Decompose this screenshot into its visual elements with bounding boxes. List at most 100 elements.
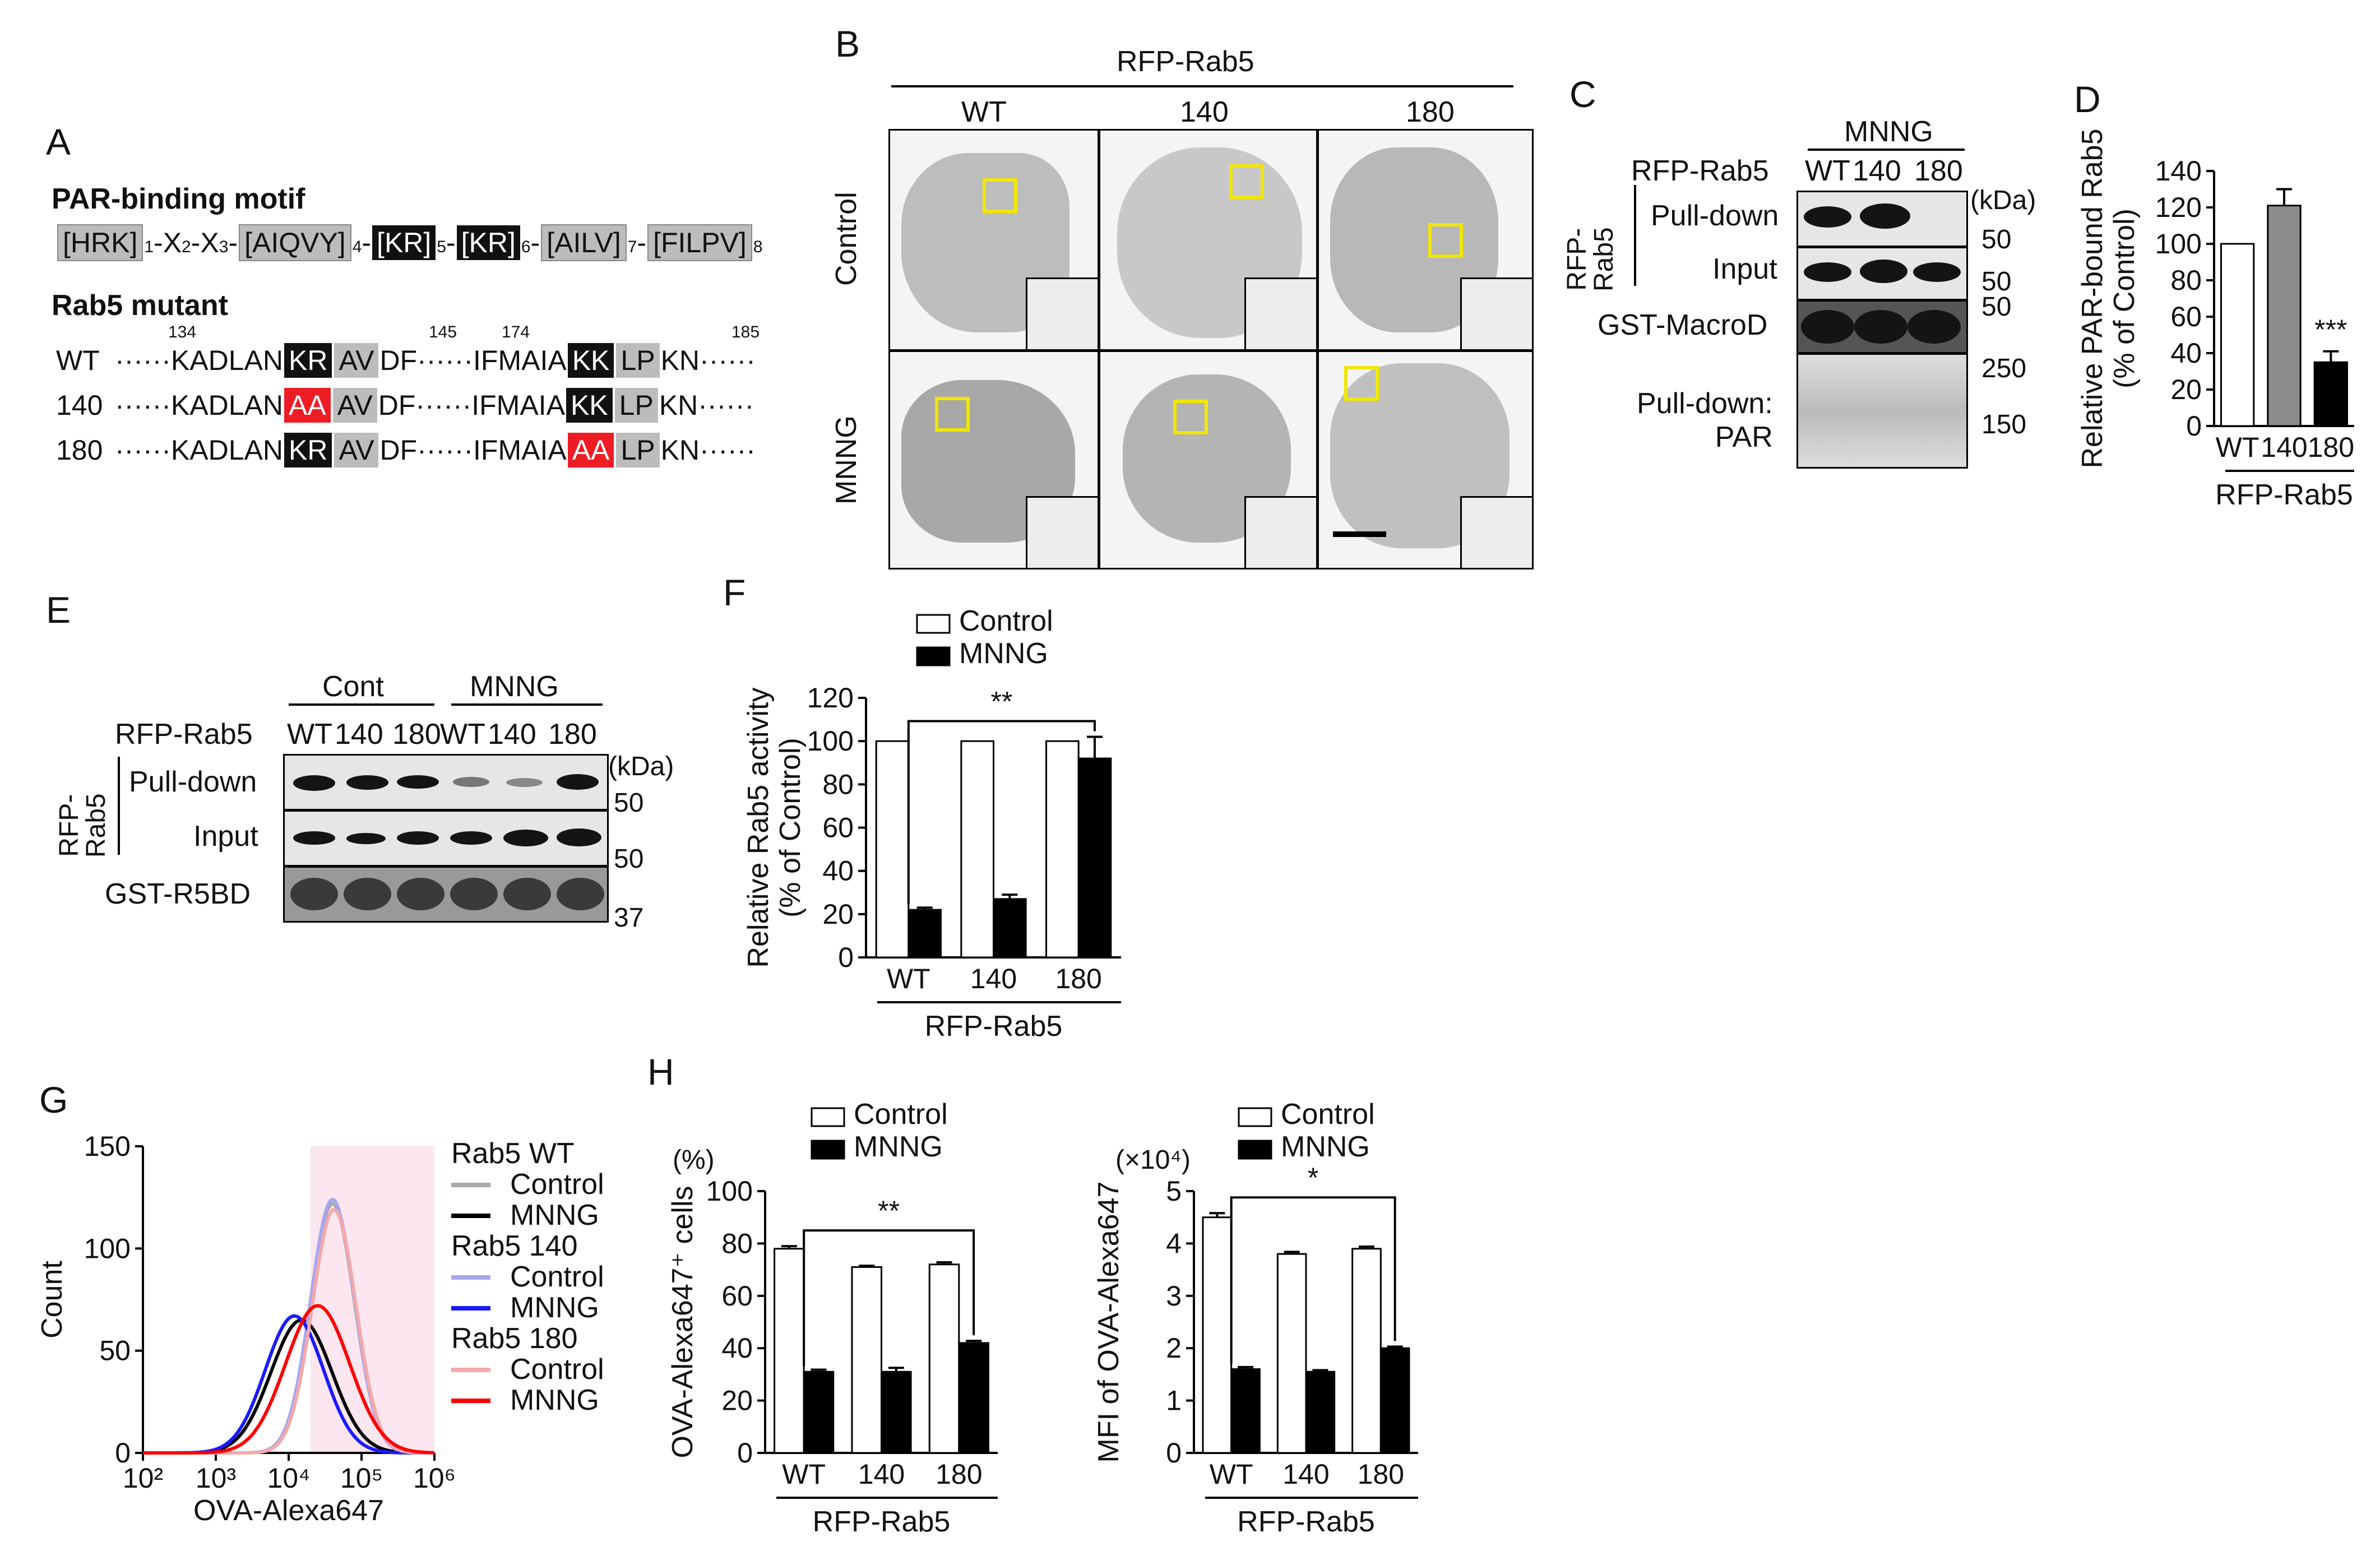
inset bbox=[1460, 277, 1532, 349]
row-pull-down: Pull-down bbox=[1651, 200, 1779, 232]
x-tick-label-WT: WT bbox=[887, 963, 930, 994]
marker-50-a: 50 bbox=[1981, 225, 2012, 254]
roi-box bbox=[1229, 164, 1264, 199]
panel-label-e: E bbox=[46, 589, 71, 631]
legend-swatch-control bbox=[916, 614, 951, 634]
group-line-mnng bbox=[451, 703, 603, 706]
legend-swatch-mnng bbox=[916, 646, 951, 666]
lane-wt: WT bbox=[1805, 155, 1850, 187]
lane-e-4: WT bbox=[440, 718, 485, 751]
marker-50-b: 50 bbox=[1981, 267, 2012, 297]
row-e-pull-down: Pull-down bbox=[129, 766, 257, 798]
legend-label-mnng: MNNG bbox=[1281, 1131, 1370, 1163]
x-axis-label: RFP-Rab5 bbox=[2215, 479, 2353, 511]
marker-250: 250 bbox=[1981, 354, 2027, 383]
bar-f-180-mnng bbox=[1077, 757, 1112, 959]
par-binding-motif: [HRK] 1-X2-X3- [AIQVY] 4- [KR] 5- [KR] 6- [AILV]… bbox=[56, 224, 762, 261]
y-tick-label: 100 bbox=[84, 1233, 131, 1264]
panel-label-g: G bbox=[39, 1079, 68, 1121]
rfp-rab5-side-label-e: RFP- Rab5 bbox=[54, 793, 111, 858]
y-tick-label: 0 bbox=[737, 1437, 753, 1469]
position-134: 134 bbox=[168, 323, 197, 341]
x-tick-label-180: 180 bbox=[1358, 1459, 1404, 1490]
legend-swatch-mnng bbox=[1238, 1140, 1272, 1160]
bar-h2-WT-mnng bbox=[1230, 1368, 1261, 1454]
treatment-label: MNNG bbox=[1844, 115, 1933, 148]
lane-e-1: WT bbox=[287, 718, 332, 751]
y-tick-label: 50 bbox=[99, 1335, 131, 1367]
micrograph-mnng-180 bbox=[1317, 350, 1534, 570]
series-line-rab5-wt-mnng bbox=[142, 1318, 435, 1455]
x-axis-label: RFP-Rab5 bbox=[1237, 1506, 1375, 1538]
x-tick-label-140: 140 bbox=[858, 1459, 905, 1490]
blot-e-pulldown bbox=[283, 754, 609, 811]
x-tick-label-WT: WT bbox=[2216, 432, 2259, 463]
mut-box-2: AA bbox=[567, 433, 614, 467]
y-tick-label: 20 bbox=[822, 899, 854, 930]
y-axis-label: Count bbox=[36, 1261, 68, 1339]
group-line-cont bbox=[289, 703, 434, 706]
legend-label-mnng: MNNG bbox=[510, 1199, 599, 1231]
bar-d-WT-value bbox=[2220, 243, 2255, 427]
significance-label: ** bbox=[878, 1195, 900, 1226]
mut-box-1: KR bbox=[284, 343, 332, 378]
bar-d-140-value bbox=[2267, 205, 2302, 427]
y-tick-label: 4 bbox=[1166, 1228, 1182, 1259]
bar-h1-180-mnng bbox=[958, 1342, 989, 1454]
legend-swatch-control bbox=[811, 1107, 845, 1127]
mut-box-2: KK bbox=[567, 343, 614, 378]
panel-label-h1: H bbox=[647, 1051, 674, 1092]
position-185: 185 bbox=[731, 323, 760, 341]
row-e-gst-r5bd: GST-R5BD bbox=[105, 878, 251, 910]
lane-e-5: 140 bbox=[488, 718, 536, 751]
gate-region bbox=[311, 1146, 434, 1453]
rfp-rab5-side-label: RFP- Rab5 bbox=[1562, 227, 1619, 291]
y-unit-label: (×10⁴) bbox=[1115, 1145, 1191, 1175]
side-bracket bbox=[1634, 185, 1636, 286]
y-tick-label: 120 bbox=[807, 682, 854, 714]
y-tick-label: 60 bbox=[2170, 301, 2202, 332]
legend-label-mnng: MNNG bbox=[854, 1131, 943, 1163]
row-e-input: Input bbox=[193, 820, 258, 853]
significance-label: * bbox=[1308, 1162, 1318, 1193]
mut-box-1: AA bbox=[284, 388, 331, 423]
series-line-rab5-140-mnng bbox=[142, 1314, 435, 1455]
bar-h1-140-mnng bbox=[881, 1371, 912, 1454]
marker-e-50-a: 50 bbox=[614, 788, 644, 818]
position-174: 174 bbox=[502, 323, 530, 341]
y-tick-label: 20 bbox=[721, 1385, 753, 1416]
x-tick-label-140: 140 bbox=[1282, 1459, 1329, 1490]
inset bbox=[1244, 496, 1316, 568]
micrograph-mnng-140 bbox=[1099, 350, 1318, 570]
x-tick-label: 10⁴ bbox=[267, 1462, 310, 1494]
lane-180: 180 bbox=[1914, 155, 1963, 187]
y-tick-label: 40 bbox=[2170, 337, 2202, 369]
motif-seg-5: [KR] bbox=[372, 225, 436, 260]
significance-label: *** bbox=[2314, 314, 2347, 345]
motif-seg-1: [HRK] bbox=[57, 224, 143, 261]
x-tick-label-180: 180 bbox=[936, 1459, 982, 1490]
marker-e-37: 37 bbox=[614, 903, 644, 933]
seq-row-wt: WT ······KADLAN KR AV DF······IFMAIA KK LP KN··… bbox=[56, 343, 756, 378]
legend-label-mnng: MNNG bbox=[510, 1291, 599, 1324]
bar-d-180-value bbox=[2313, 361, 2348, 427]
y-tick-label: 2 bbox=[1166, 1332, 1182, 1364]
series-line-rab5-wt-control bbox=[143, 1201, 435, 1455]
motif-seg-6: [KR] bbox=[456, 225, 520, 260]
roi-box bbox=[1173, 400, 1208, 434]
bar-h1-WT-control bbox=[774, 1248, 805, 1454]
bar-f-140-mnng bbox=[993, 898, 1027, 959]
blot-c-macrod bbox=[1796, 300, 1968, 354]
y-axis-label: Relative Rab5 activity(% of Control) bbox=[742, 688, 807, 968]
y-tick-label: 5 bbox=[1166, 1175, 1182, 1207]
row-pull-down-par: Pull-down: PAR bbox=[1637, 387, 1773, 453]
significance-bracket bbox=[907, 720, 1096, 905]
series-line-rab5-180-control bbox=[143, 1207, 435, 1455]
bar-f-WT-control bbox=[875, 740, 910, 959]
series-line-rab5-180-mnng bbox=[143, 1304, 435, 1455]
x-tick-label: 10⁶ bbox=[413, 1462, 456, 1494]
bar-h2-180-mnng bbox=[1379, 1347, 1410, 1454]
y-tick-label: 80 bbox=[822, 768, 854, 800]
y-tick-label: 0 bbox=[115, 1437, 131, 1469]
construct-label: RFP-Rab5 bbox=[1631, 155, 1769, 187]
